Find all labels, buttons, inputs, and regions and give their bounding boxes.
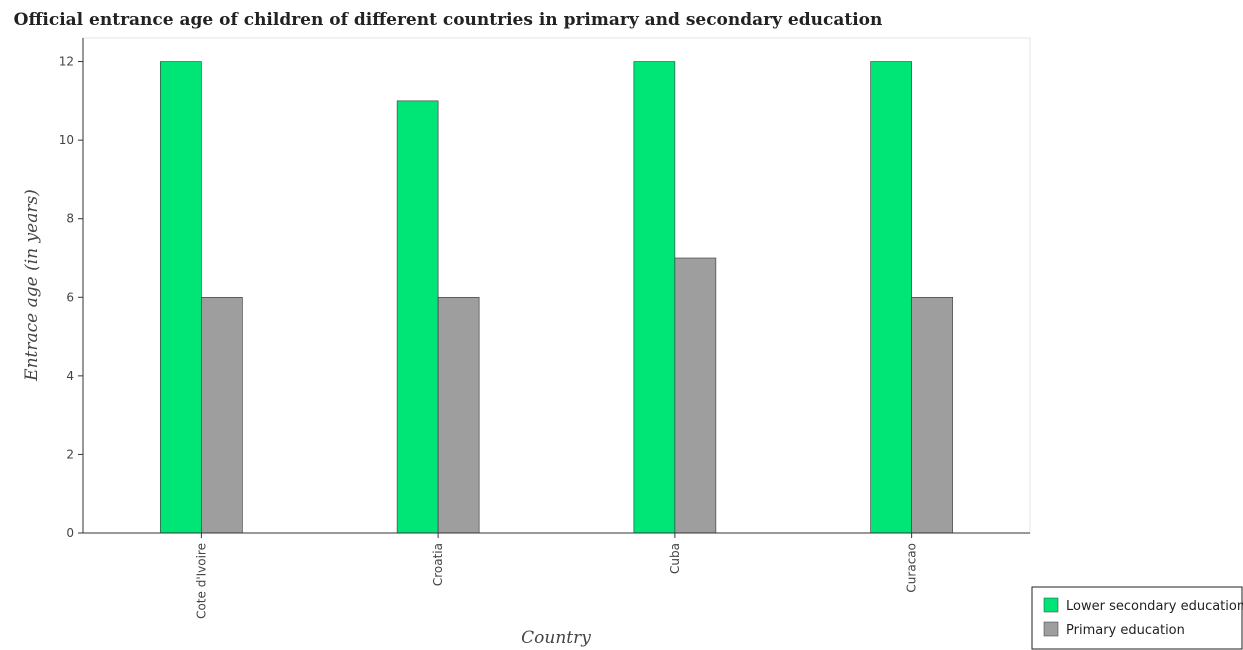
y-tick-label: 2 <box>66 447 74 461</box>
bar-primary <box>911 296 953 534</box>
x-tick-label: Cuba <box>668 543 682 574</box>
y-tick-label: 4 <box>66 369 74 383</box>
bar-lower-secondary <box>396 100 439 534</box>
legend: Lower secondary education Primary educat… <box>1031 586 1243 650</box>
y-tick-label: 0 <box>66 526 74 540</box>
legend-label-primary: Primary education <box>1066 623 1185 638</box>
x-tick-label: Croatia <box>431 543 445 586</box>
bar-lower-secondary <box>160 61 202 534</box>
bar-lower-secondary <box>633 61 676 534</box>
x-tick-label: Cote d'Ivoire <box>194 543 208 619</box>
bar-lower-secondary <box>870 61 912 534</box>
bar-primary <box>674 257 717 534</box>
y-tick-label: 12 <box>59 55 74 69</box>
x-axis: Cote d'Ivoire Croatia Cuba Curacao <box>83 532 1030 619</box>
legend-swatch-primary <box>1043 621 1059 637</box>
bar-primary <box>201 296 243 534</box>
x-tick-label: Curacao <box>905 543 919 593</box>
x-axis-title: Country <box>521 628 591 648</box>
legend-swatch-lower-secondary <box>1043 597 1059 613</box>
legend-box <box>1031 586 1243 650</box>
legend-label-lower-secondary: Lower secondary education <box>1066 599 1243 614</box>
y-axis-title: Entrace age (in years) <box>22 189 42 382</box>
bar-primary <box>437 296 480 534</box>
y-tick-label: 10 <box>59 133 74 147</box>
bars <box>160 61 953 534</box>
chart-title: Official entrance age of children of dif… <box>14 10 883 30</box>
y-tick-label: 8 <box>66 212 74 226</box>
y-tick-label: 6 <box>66 290 74 304</box>
y-axis: 0 2 4 6 8 10 12 <box>59 38 84 540</box>
